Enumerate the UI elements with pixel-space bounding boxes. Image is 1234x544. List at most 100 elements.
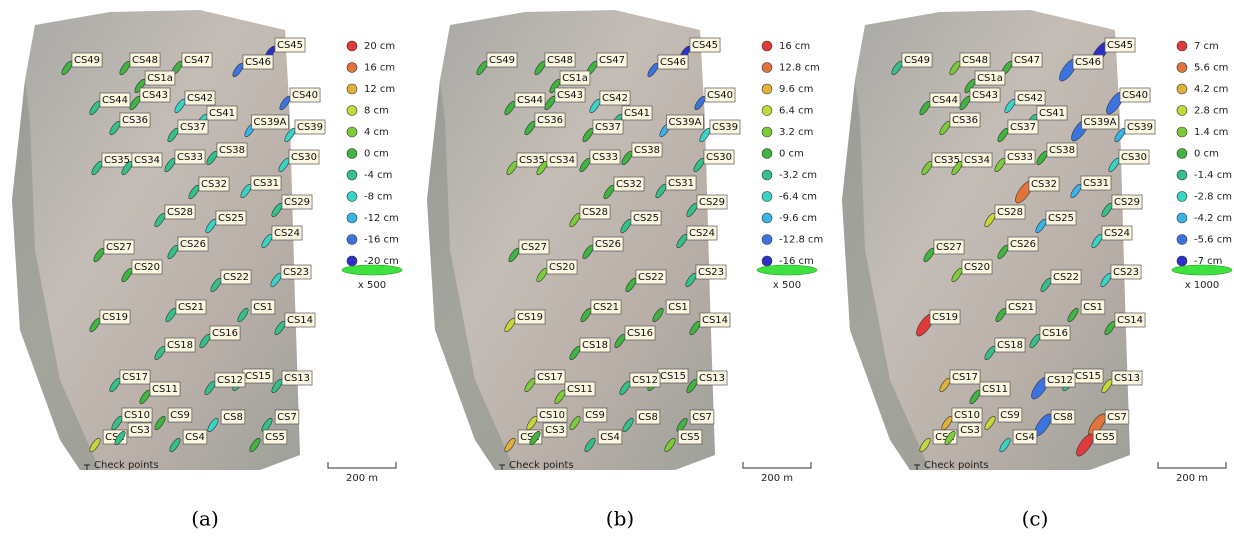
check-point-label: CS4: [185, 432, 205, 443]
check-point-label: CS10: [954, 410, 980, 421]
check-point-label: CS41: [209, 108, 235, 119]
legend-label: 2.8 cm: [1194, 106, 1228, 117]
check-point-label: CS42: [1017, 93, 1043, 104]
scale-ellipse: [342, 265, 402, 275]
check-point-label: CS24: [1104, 228, 1130, 239]
legend-label: 0 cm: [1194, 149, 1219, 160]
check-point-label: CS40: [292, 90, 318, 101]
legend-label: -9.6 cm: [779, 213, 817, 224]
check-point-label: CS12: [1047, 375, 1073, 386]
check-point-label: CS18: [582, 340, 608, 351]
legend-label: -1.4 cm: [1194, 170, 1232, 181]
scale-bar: [328, 462, 396, 468]
check-point-label: CS30: [291, 152, 317, 163]
check-point-label: CS20: [964, 262, 990, 273]
check-point-label: CS45: [1107, 40, 1133, 51]
check-point-label: CS14: [287, 315, 313, 326]
map-caption: Check points: [94, 460, 159, 471]
check-point-label: CS15: [245, 371, 271, 382]
check-point-label: CS44: [102, 95, 128, 106]
check-point-label: CS49: [489, 55, 515, 66]
check-point-label: CS20: [549, 262, 575, 273]
map-caption: Check points: [924, 460, 989, 471]
check-point-label: CS49: [74, 55, 100, 66]
legend-label: -4.2 cm: [1194, 213, 1232, 224]
check-point-label: CS28: [582, 207, 608, 218]
legend-label: 0 cm: [364, 149, 389, 160]
legend-swatch: [347, 106, 357, 116]
check-point-label: CS4: [1015, 432, 1035, 443]
check-point-label: CS32: [616, 179, 642, 190]
check-point-label: CS37: [595, 122, 621, 133]
check-point-label: CS13: [1114, 373, 1140, 384]
legend-label: 6.4 cm: [779, 106, 813, 117]
legend-swatch: [1177, 149, 1187, 159]
check-point-label: CS48: [547, 55, 573, 66]
check-point-label: CS22: [638, 272, 664, 283]
legend-label: -12.8 cm: [779, 235, 823, 246]
check-point-label: CS17: [952, 372, 978, 383]
check-point-label: CS26: [1010, 239, 1036, 250]
legend-label: 12 cm: [364, 84, 395, 95]
legend-swatch: [347, 170, 357, 180]
legend-swatch: [762, 235, 772, 245]
check-point-label: CS39: [712, 122, 738, 133]
legend-label: 16 cm: [779, 41, 810, 52]
legend-label: 5.6 cm: [1194, 63, 1228, 74]
panel-label: (a): [191, 507, 219, 531]
legend-swatch: [347, 41, 357, 51]
check-point-label: CS16: [627, 328, 653, 339]
check-point-label: CS5: [1095, 432, 1115, 443]
check-point-label: CS30: [706, 152, 732, 163]
legend-swatch: [1177, 63, 1187, 73]
legend-swatch: [347, 63, 357, 73]
check-point-label: CS29: [1114, 197, 1140, 208]
legend-label: -4 cm: [364, 170, 392, 181]
check-point-label: CS46: [1075, 57, 1101, 68]
legend-label: 16 cm: [364, 63, 395, 74]
legend-swatch: [1177, 256, 1187, 266]
check-point-label: CS14: [702, 315, 728, 326]
legend-label: -12 cm: [364, 213, 399, 224]
legend-label: -2.8 cm: [1194, 192, 1232, 203]
check-point-label: CS22: [1053, 272, 1079, 283]
check-point-label: CS39: [297, 122, 323, 133]
check-point-label: CS45: [692, 40, 718, 51]
check-point-label: CS39A: [1084, 117, 1117, 128]
legend-swatch: [347, 235, 357, 245]
panel: CS49CS48CS47CS45CS46CS1aCS43CS44CS42CS40…: [12, 10, 402, 531]
check-point-label: CS23: [1113, 267, 1139, 278]
check-point-label: CS4: [600, 432, 620, 443]
legend-swatch: [1177, 235, 1187, 245]
legend-swatch: [347, 149, 357, 159]
check-point-label: CS34: [134, 155, 160, 166]
legend-swatch: [347, 213, 357, 223]
check-point-label: CS33: [177, 152, 203, 163]
check-point-label: CS1: [668, 302, 688, 313]
figure: CS49CS48CS47CS45CS46CS1aCS43CS44CS42CS40…: [0, 0, 1234, 540]
check-point-label: CS40: [1122, 90, 1148, 101]
panel: CS49CS48CS47CS45CS46CS1aCS43CS44CS42CS40…: [842, 10, 1232, 531]
check-point-label: CS3: [545, 425, 565, 436]
legend-swatch: [762, 127, 772, 137]
legend-label: 4.2 cm: [1194, 84, 1228, 95]
legend-swatch: [347, 127, 357, 137]
legend-label: 7 cm: [1194, 41, 1219, 52]
check-point-label: CS23: [283, 267, 309, 278]
scale-factor: x 1000: [1185, 280, 1220, 291]
check-point-label: CS33: [592, 152, 618, 163]
check-point-label: CS32: [1031, 179, 1057, 190]
check-point-label: CS18: [997, 340, 1023, 351]
check-point-label: CS18: [167, 340, 193, 351]
check-point-label: CS37: [180, 122, 206, 133]
check-point-label: CS5: [265, 432, 285, 443]
legend-label: -16 cm: [364, 235, 399, 246]
check-point-label: CS46: [245, 57, 271, 68]
scale-factor: x 500: [773, 280, 801, 291]
check-point-label: CS22: [223, 272, 249, 283]
check-point-label: CS1a: [562, 73, 588, 84]
legend-swatch: [762, 84, 772, 94]
legend-swatch: [762, 213, 772, 223]
check-point-label: CS37: [1010, 122, 1036, 133]
legend-label: 4 cm: [364, 127, 389, 138]
